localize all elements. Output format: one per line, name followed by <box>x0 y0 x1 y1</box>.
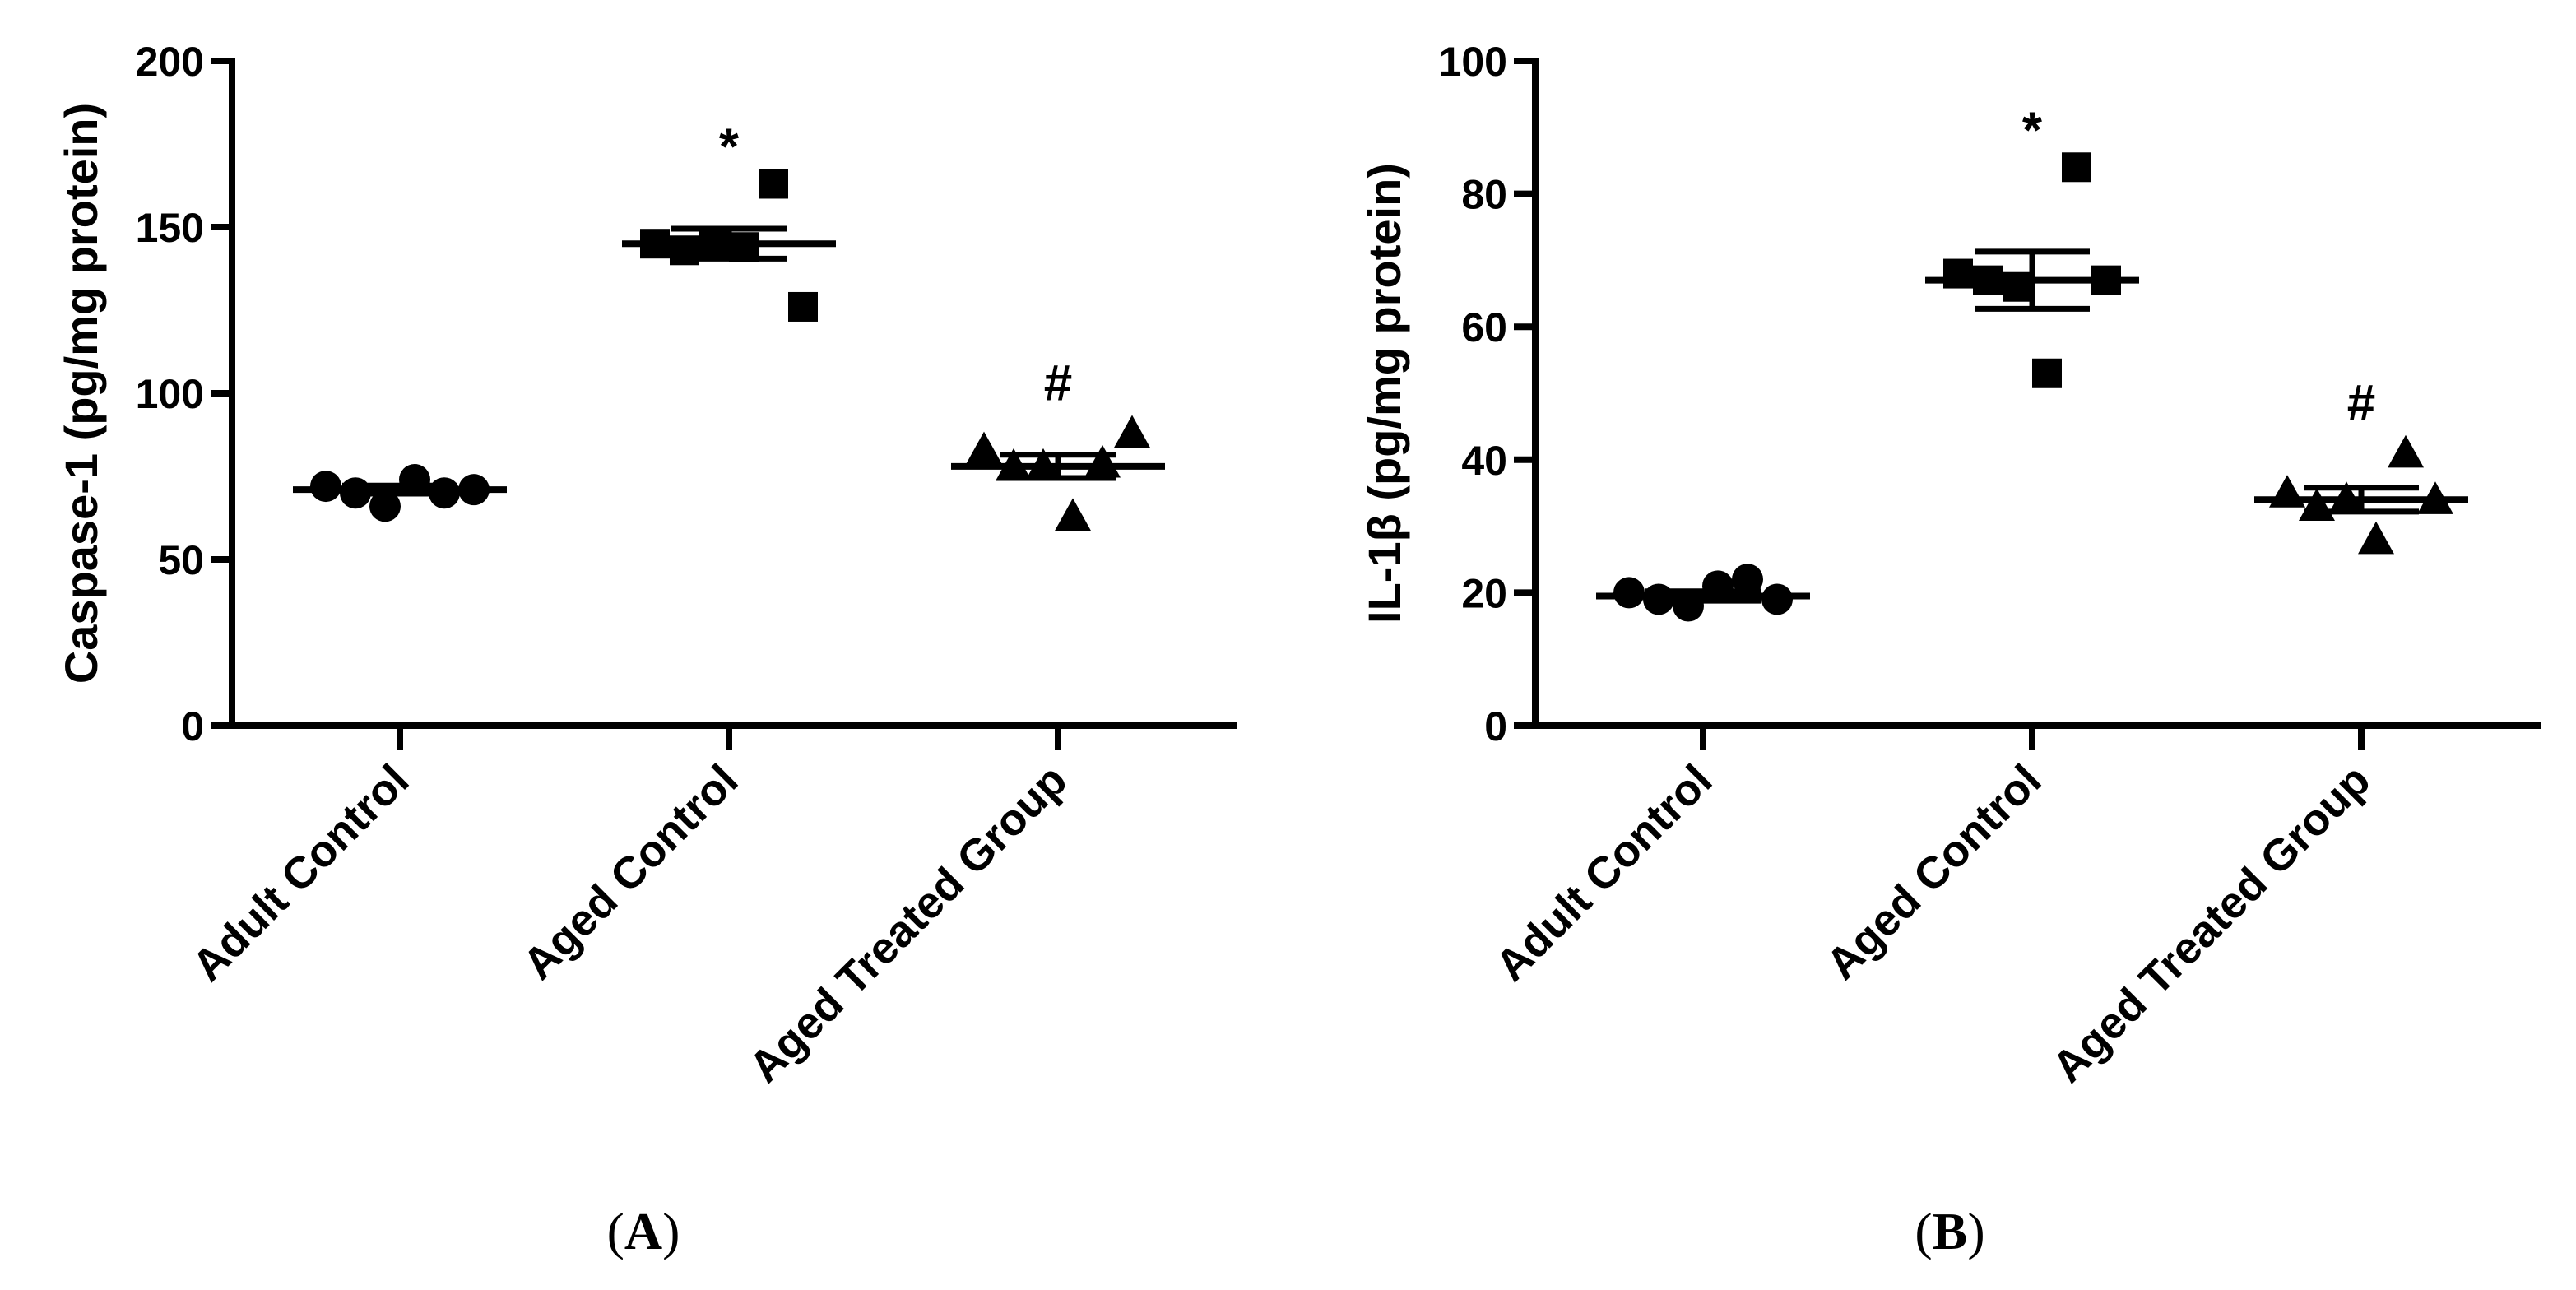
y-tick-label: 50 <box>158 537 204 583</box>
data-point <box>1943 258 1973 289</box>
panel-letter: A <box>624 1202 662 1260</box>
data-point <box>788 291 818 322</box>
data-point <box>2032 358 2062 388</box>
panel-letter: B <box>1933 1202 1968 1260</box>
significance-marker: * <box>719 118 740 175</box>
panel-paren-open: ( <box>1915 1202 1932 1260</box>
data-point <box>1761 583 1793 615</box>
data-point <box>2003 271 2032 302</box>
y-axis-label: IL-1β (pg/mg protein) <box>1358 163 1410 624</box>
y-tick-label: 100 <box>136 371 204 417</box>
significance-marker: # <box>1044 355 1072 411</box>
panel-paren-close: ) <box>1967 1202 1984 1260</box>
x-tick-label: Aged Control <box>1817 755 2050 989</box>
x-tick-label: Adult Control <box>1486 755 1721 991</box>
y-tick-label: 200 <box>136 39 204 85</box>
panel-label: (A) <box>607 1202 680 1260</box>
data-point <box>1084 444 1121 478</box>
y-tick-label: 40 <box>1461 438 1507 484</box>
panel-label: (B) <box>1915 1202 1984 1260</box>
y-tick-label: 0 <box>1484 703 1507 749</box>
data-point <box>966 431 1002 465</box>
data-point <box>1055 498 1091 531</box>
panel-a-chart: 0 50 100 150 200 Caspase-1 (pg/mg protein) Adu… <box>55 39 1237 1260</box>
y-tick-label: 20 <box>1461 570 1507 616</box>
y-axis-label: Caspase-1 (pg/mg protein) <box>55 103 107 684</box>
x-tick-label: Adult Control <box>183 755 418 991</box>
data-point <box>759 169 788 199</box>
data-point <box>310 471 341 503</box>
data-point <box>2062 152 2091 183</box>
panel-paren-open: ( <box>607 1202 624 1260</box>
y-tick-label: 100 <box>1439 39 1507 85</box>
panel-paren-close: ) <box>662 1202 680 1260</box>
y-tick-label: 0 <box>181 703 204 749</box>
data-point <box>2358 521 2394 555</box>
data-point <box>369 490 401 522</box>
significance-marker: # <box>2347 375 2375 432</box>
y-tick-label: 150 <box>136 205 204 251</box>
panel-b-chart: 0 20 40 60 80 100 IL-1β (pg/mg protein) Adult C… <box>1358 39 2541 1260</box>
data-point <box>2299 488 2335 521</box>
data-point <box>1613 577 1645 609</box>
data-point <box>1114 415 1150 448</box>
y-tick-label: 60 <box>1461 304 1507 350</box>
x-tick-label: Aged Control <box>513 755 747 989</box>
data-point <box>1732 564 1763 596</box>
y-tick-label: 80 <box>1461 172 1507 218</box>
data-point <box>2388 434 2424 468</box>
x-tick-label: Aged Treated Group <box>740 755 1076 1092</box>
significance-marker: * <box>2022 102 2043 159</box>
x-tick-label: Aged Treated Group <box>2043 755 2379 1092</box>
